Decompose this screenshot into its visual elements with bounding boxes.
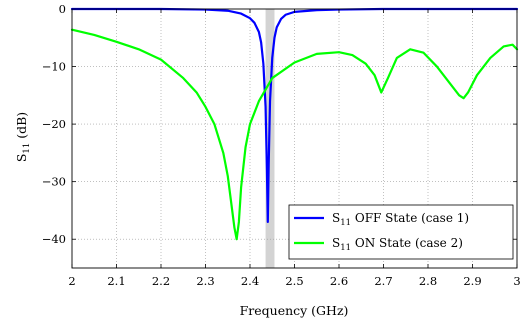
x-tick-label: 2.1 bbox=[107, 274, 125, 288]
x-tick-label: 2.6 bbox=[330, 274, 348, 288]
y-tick-label: −20 bbox=[42, 117, 66, 131]
series-line-off-state bbox=[70, 7, 519, 224]
y-tick-label: −30 bbox=[42, 175, 66, 189]
x-tick-label: 2.9 bbox=[463, 274, 481, 288]
series-layer bbox=[70, 7, 519, 241]
legend-label-on: S11 ON State (case 2) bbox=[332, 236, 463, 253]
x-tick-label: 3 bbox=[513, 274, 520, 288]
x-tick-label: 2 bbox=[68, 274, 75, 288]
series-line-on-state bbox=[70, 28, 519, 241]
y-axis-title: S11 (dB) bbox=[14, 112, 32, 162]
y-tick-label: −40 bbox=[42, 232, 66, 246]
x-tick-label: 2.8 bbox=[419, 274, 437, 288]
legend-box bbox=[288, 204, 514, 260]
x-tick-label: 2.5 bbox=[285, 274, 303, 288]
x-tick-label: 2.2 bbox=[152, 274, 170, 288]
y-tick-label: −10 bbox=[42, 60, 66, 74]
tick-layer: 2 2.1 2.2 2.3 2.4 2.5 2.6 2.7 2.8 2.9 3 0 −10 −20 −30 −… bbox=[42, 2, 521, 288]
x-tick-label: 2.3 bbox=[196, 274, 214, 288]
x-axis-title: Frequency (GHz) bbox=[240, 303, 349, 318]
x-tick-label: 2.7 bbox=[374, 274, 392, 288]
y-tick-label: 0 bbox=[59, 2, 66, 16]
legend-label-off: S11 OFF State (case 1) bbox=[332, 211, 469, 228]
x-tick-label: 2.4 bbox=[241, 274, 259, 288]
legend: S11 OFF State (case 1) S11 ON State (cas… bbox=[288, 204, 514, 260]
